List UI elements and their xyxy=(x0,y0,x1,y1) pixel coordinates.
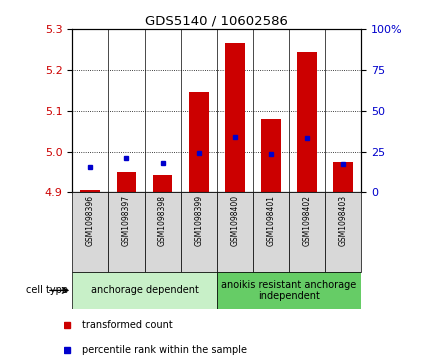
Bar xyxy=(116,172,136,192)
Text: GSM1098397: GSM1098397 xyxy=(122,195,131,246)
Text: GSM1098400: GSM1098400 xyxy=(230,195,239,246)
FancyBboxPatch shape xyxy=(325,192,361,272)
FancyBboxPatch shape xyxy=(144,192,181,272)
FancyBboxPatch shape xyxy=(289,192,325,272)
Bar xyxy=(333,162,353,192)
Text: percentile rank within the sample: percentile rank within the sample xyxy=(82,345,247,355)
FancyBboxPatch shape xyxy=(72,272,217,309)
Text: GSM1098401: GSM1098401 xyxy=(266,195,275,246)
Text: GSM1098402: GSM1098402 xyxy=(303,195,312,246)
Bar xyxy=(80,190,100,192)
Text: anoikis resistant anchorage
independent: anoikis resistant anchorage independent xyxy=(221,280,357,301)
FancyBboxPatch shape xyxy=(72,192,108,272)
Bar xyxy=(261,119,281,192)
Text: anchorage dependent: anchorage dependent xyxy=(91,285,198,295)
FancyBboxPatch shape xyxy=(217,272,361,309)
FancyBboxPatch shape xyxy=(181,192,217,272)
Text: GSM1098403: GSM1098403 xyxy=(339,195,348,246)
Bar xyxy=(153,175,173,192)
Title: GDS5140 / 10602586: GDS5140 / 10602586 xyxy=(145,15,288,28)
Text: cell type: cell type xyxy=(26,285,68,295)
Bar xyxy=(189,92,209,192)
Text: GSM1098398: GSM1098398 xyxy=(158,195,167,246)
Text: GSM1098396: GSM1098396 xyxy=(86,195,95,246)
Bar xyxy=(225,43,245,192)
Bar xyxy=(297,52,317,192)
FancyBboxPatch shape xyxy=(217,192,253,272)
Text: GSM1098399: GSM1098399 xyxy=(194,195,203,246)
FancyBboxPatch shape xyxy=(108,192,144,272)
Text: transformed count: transformed count xyxy=(82,320,173,330)
FancyBboxPatch shape xyxy=(253,192,289,272)
